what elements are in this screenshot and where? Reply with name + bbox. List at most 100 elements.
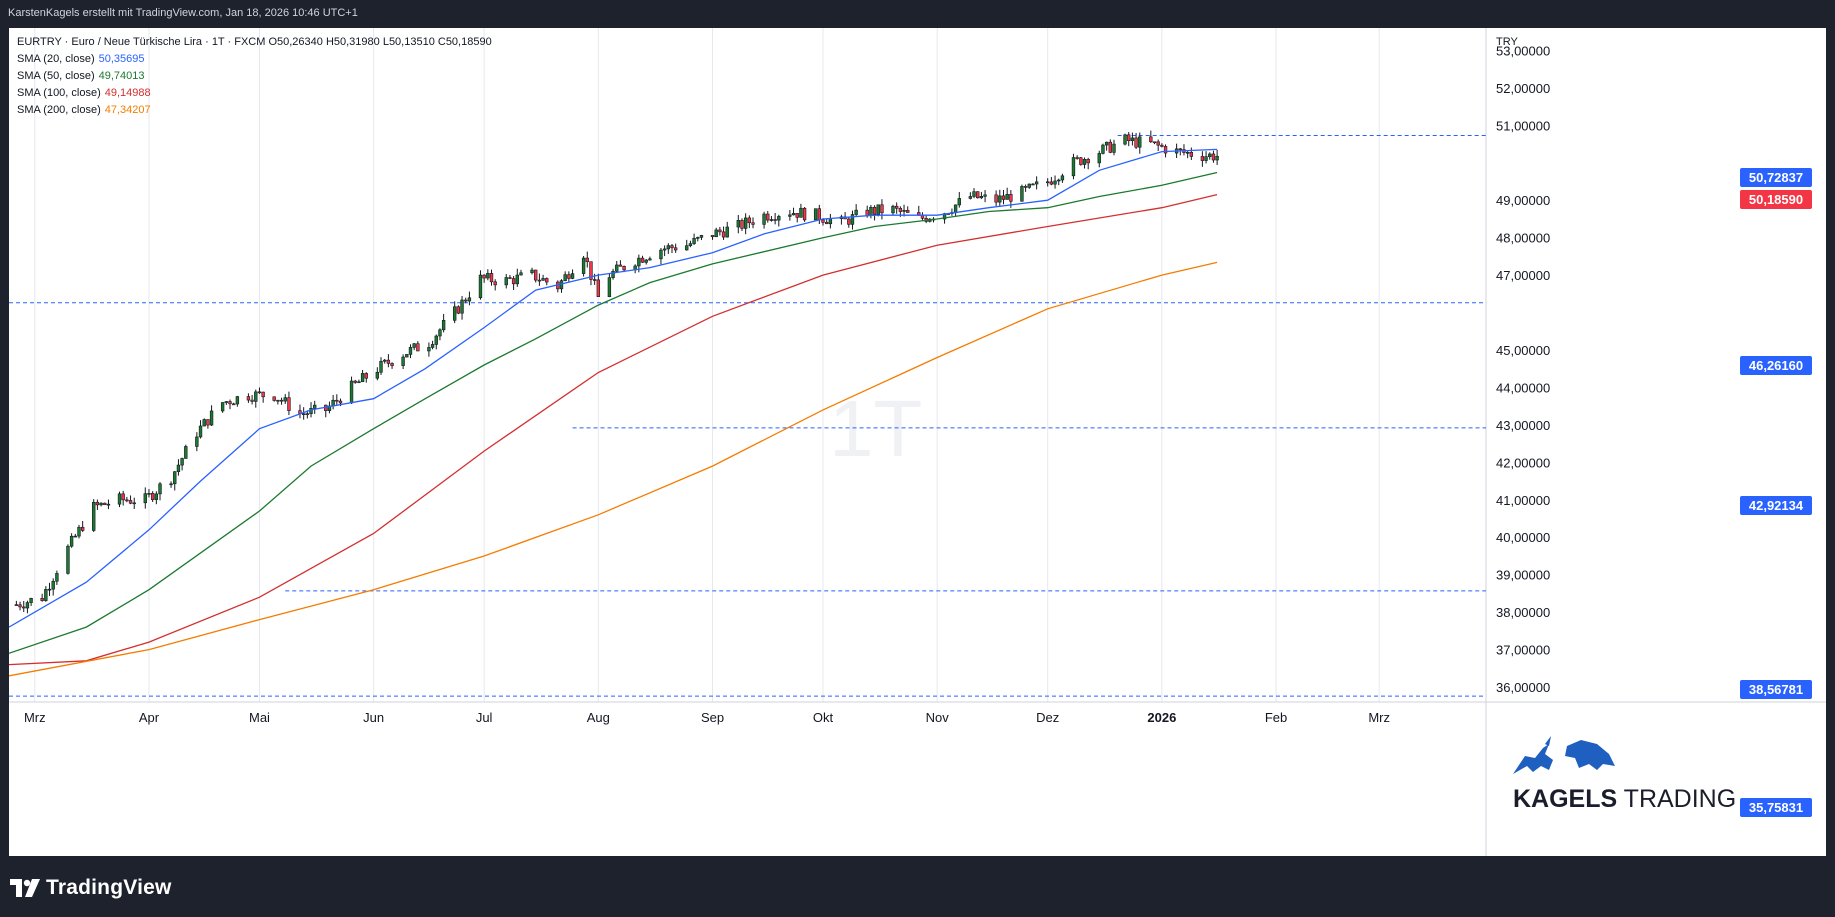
candle-body-113: [592, 279, 597, 281]
legend-sma-20[interactable]: SMA (20, close) 50,35695: [17, 51, 492, 68]
tradingview-logo[interactable]: TradingView: [10, 876, 172, 900]
candle-body-44: [235, 396, 240, 405]
bottom-bar: TradingView: [0, 856, 1835, 917]
candle-body-88: [464, 299, 468, 302]
candle-body-155: [813, 208, 818, 221]
price-label-42-92134: 42,92134: [1740, 496, 1812, 515]
candle-body-132: [692, 237, 696, 244]
candle-body-216: [1127, 134, 1131, 142]
candle-body-57: [305, 413, 310, 415]
legend-sma-200[interactable]: SMA (200, close) 47,34207: [17, 102, 492, 119]
candle-body-36: [198, 425, 203, 438]
candle-body-167: [872, 207, 877, 215]
candle-body-234: [1215, 155, 1219, 161]
candle-body-20: [117, 493, 122, 505]
candle-body-71: [379, 360, 383, 373]
time-tick-2: Mai: [249, 710, 270, 725]
price-label-35-75831: 35,75831: [1740, 798, 1812, 817]
candle-body-64: [338, 400, 343, 404]
time-tick-1: Apr: [139, 710, 160, 725]
candle-body-138: [721, 231, 726, 238]
candle-body-109: [570, 273, 575, 279]
candle-body-31: [173, 471, 177, 485]
candle-body-67: [357, 381, 361, 384]
candle-body-78: [412, 343, 416, 348]
candle-body-174: [906, 210, 910, 213]
candle-body-134: [699, 235, 704, 238]
time-tick-12: Mrz: [1368, 710, 1390, 725]
candle-body-110: [581, 257, 586, 274]
candle-body-30: [169, 483, 173, 486]
brand-name: KAGELS TRADING: [1513, 785, 1737, 813]
symbol-ohlc-line[interactable]: EURTRY · Euro / Neue Türkische Lira · 1T…: [17, 36, 492, 48]
candle-body-123: [644, 259, 648, 263]
candle-body-89: [467, 297, 472, 302]
candle-body-147: [769, 219, 774, 221]
candle-body-215: [1123, 134, 1127, 145]
candle-body-74: [390, 363, 394, 366]
candle-body-114: [596, 279, 601, 297]
sma-20-label: SMA (20, close): [17, 53, 95, 65]
candle-body-66: [353, 380, 357, 383]
candle-body-87: [460, 299, 464, 314]
attribution-text: KarstenKagels erstellt mit TradingView.c…: [8, 7, 358, 19]
candle-body-173: [902, 210, 906, 212]
candle-body-169: [880, 204, 884, 214]
candle-body-8: [51, 580, 55, 590]
candle-body-122: [640, 257, 645, 263]
candle-body-226: [1178, 148, 1182, 151]
candle-body-201: [1049, 181, 1054, 185]
candle-body-189: [983, 194, 987, 197]
legend-sma-50[interactable]: SMA (50, close) 49,74013: [17, 68, 492, 85]
chart-area[interactable]: 1T TRY 53,00000 52,00000 51,00000 49,00000 48…: [9, 28, 1826, 856]
price-tick-10: 41,00000: [1496, 493, 1550, 508]
candle-body-204: [1060, 175, 1065, 181]
candle-body-43: [231, 403, 236, 406]
candle-body-171: [894, 205, 899, 209]
candle-body-146: [766, 213, 770, 221]
candle-body-186: [972, 191, 976, 197]
price-label-38-56781: 38,56781: [1740, 680, 1812, 699]
candle-body-149: [777, 216, 781, 221]
candle-body-4: [29, 598, 33, 603]
candle-body-65: [349, 380, 354, 404]
sma-line-0: [9, 148, 1218, 628]
candle-body-111: [585, 257, 589, 262]
candle-body-187: [976, 191, 980, 199]
candle-body-231: [1204, 156, 1208, 161]
candle-body-206: [1075, 157, 1079, 159]
candle-body-209: [1086, 159, 1090, 164]
candle-body-145: [762, 213, 766, 225]
top-bar: KarstenKagels erstellt mit TradingView.c…: [0, 0, 1835, 28]
candle-body-84: [441, 320, 446, 331]
candle-body-203: [1057, 179, 1061, 182]
candle-body-42: [228, 401, 232, 405]
candle-body-68: [360, 373, 365, 383]
candle-body-54: [287, 397, 291, 411]
candle-body-127: [666, 245, 670, 250]
candle-body-38: [206, 419, 210, 426]
legend-sma-100[interactable]: SMA (100, close) 49,14988: [17, 85, 492, 102]
candle-body-151: [791, 213, 796, 216]
candle-body-52: [279, 399, 284, 402]
candle-body-48: [257, 391, 262, 394]
candle-body-136: [714, 229, 718, 238]
candle-body-148: [773, 219, 777, 221]
candle-body-3: [25, 602, 30, 609]
candle-body-93: [489, 273, 494, 283]
candle-body-26: [147, 493, 151, 495]
price-tick-3: 49,00000: [1496, 193, 1550, 208]
candle-body-27: [150, 493, 155, 500]
tradingview-wordmark: TradingView: [46, 876, 172, 899]
candle-body-115: [607, 277, 612, 297]
price-tick-2: 51,00000: [1496, 118, 1550, 133]
candle-body-170: [891, 205, 895, 214]
candle-body-220: [1149, 136, 1153, 143]
candle-body-144: [751, 222, 755, 225]
candle-body-101: [534, 269, 538, 281]
candle-body-13: [77, 526, 81, 537]
candle-body-47: [254, 391, 258, 402]
candle-body-163: [850, 214, 855, 225]
candle-body-56: [301, 413, 306, 415]
